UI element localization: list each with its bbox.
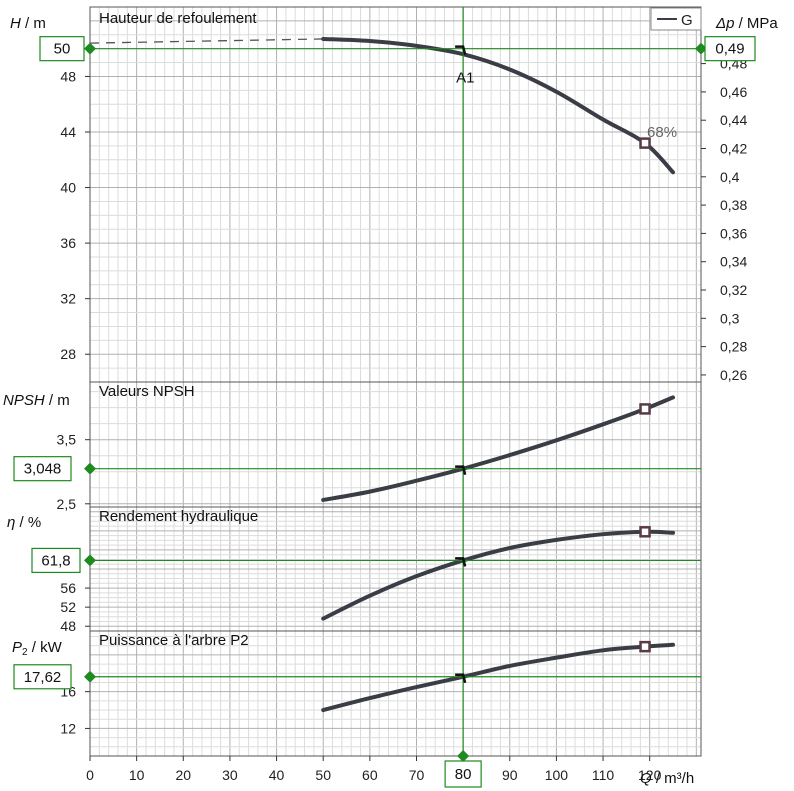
op-dp-value: 0,49 [715, 41, 744, 58]
x-tick-label: 30 [222, 767, 238, 783]
panel-title-head: Hauteur de refoulement [99, 10, 257, 27]
x-tick-label: 120 [638, 767, 662, 783]
op-flow-value-box[interactable] [444, 760, 482, 788]
y2-tick-label: 0,46 [720, 84, 747, 100]
x-tick-label: 40 [269, 767, 285, 783]
op-power-curve-tick [455, 673, 467, 684]
y-axis-label-npsh: NPSH / m [3, 392, 70, 409]
op-efficiency-value: 61,8 [41, 552, 70, 569]
op-npsh-value: 3,048 [24, 461, 62, 478]
npsh-curve [321, 395, 676, 502]
op-power-value: 17,62 [24, 669, 62, 686]
panel-title-npsh: Valeurs NPSH [99, 383, 195, 400]
op-flow-diamond [457, 750, 470, 762]
op-npsh-value-box[interactable] [13, 456, 72, 482]
panel-title-power: Puissance à l'arbre P2 [99, 632, 249, 649]
head-curve-extrapolated [89, 38, 324, 44]
curve-end-marker [639, 640, 651, 653]
op-name-label: A1 [456, 70, 474, 87]
head-curve [321, 36, 676, 175]
y2-tick-label: 0,26 [720, 367, 747, 383]
y2-tick-label: 0,4 [720, 169, 740, 185]
y-axis-label-efficiency: η / % [7, 514, 41, 531]
y-tick-label: 36 [60, 235, 76, 251]
power-curve [321, 642, 676, 713]
legend-label: G [681, 12, 693, 29]
y2-tick-label: 0,44 [720, 112, 747, 128]
y-tick-label: 48 [60, 68, 76, 84]
panel-title-efficiency: Rendement hydraulique [99, 508, 258, 525]
y-tick-label: 52 [60, 599, 76, 615]
y2-tick-label: 0,42 [720, 141, 747, 157]
y-tick-label: 12 [60, 720, 76, 736]
op-npsh-curve-tick [455, 465, 467, 475]
y2-tick-label: 0,34 [720, 254, 747, 270]
op-dp-diamond [695, 42, 707, 55]
y2-tick-label: 0,38 [720, 197, 747, 213]
op-head-value-box[interactable] [39, 36, 85, 62]
panel-frame [89, 630, 702, 757]
op-head-value: 50 [54, 41, 71, 58]
x-axis-label: Q / m³/h [640, 770, 694, 787]
y-tick-label: 2,5 [57, 496, 77, 512]
y-axis-label-power: P2 / kW [12, 639, 63, 658]
legend: G [650, 7, 702, 31]
y-tick-label: 48 [60, 618, 76, 634]
x-tick-label: 100 [545, 767, 569, 783]
y-tick-label: 44 [60, 124, 76, 140]
op-efficiency-value-box[interactable] [31, 547, 81, 574]
x-tick-label: 0 [86, 767, 94, 783]
chart-frame [89, 6, 702, 757]
y2-tick-label: 0,32 [720, 282, 747, 298]
x-tick-label: 50 [315, 767, 331, 783]
op-dp-value-box[interactable] [704, 36, 756, 62]
curves: 68% [89, 36, 677, 713]
panel-frame [89, 6, 702, 383]
y2-tick-label: 0,3 [720, 310, 740, 326]
op-head-diamond [84, 42, 96, 55]
x-tick-label: 90 [502, 767, 518, 783]
op-flow-value: 80 [455, 766, 472, 783]
curve-end-marker [639, 526, 651, 538]
y-axis-label-head: H / m [10, 15, 46, 32]
x-tick-label: 60 [362, 767, 378, 783]
op-head-curve-tick [455, 45, 467, 55]
curve-end-marker [639, 403, 651, 415]
operating-point[interactable]: 50 3,048 61,8 17,62 0,49 A1 80 [13, 7, 756, 788]
op-npsh-diamond [84, 462, 96, 475]
op-efficiency-curve-tick [455, 557, 467, 567]
y-tick-label: 28 [60, 346, 76, 362]
x-tick-label: 20 [175, 767, 191, 783]
y-tick-label: 3,5 [57, 432, 77, 448]
curve-end-marker [639, 137, 651, 149]
x-tick-label: 10 [129, 767, 145, 783]
y2-axis-label: Δp / MPa [715, 15, 778, 32]
y2-tick-label: 0,36 [720, 225, 747, 241]
y-tick-label: 40 [60, 180, 76, 196]
tick-labels: 0 10 20 30 40 50 60 70 80 90 100 110 120 28 32 36 40 44 48… [57, 56, 748, 783]
efficiency-marker-label: 68% [647, 124, 677, 141]
y2-tick-label: 0,28 [720, 339, 747, 355]
x-tick-label: 70 [409, 767, 425, 783]
y-tick-label: 56 [60, 580, 76, 596]
efficiency-curve [321, 529, 676, 621]
y-tick-label: 32 [60, 291, 76, 307]
op-power-value-box[interactable] [13, 664, 72, 690]
op-power-diamond [84, 670, 96, 683]
x-tick-label: 110 [592, 767, 615, 783]
op-efficiency-diamond [84, 554, 96, 567]
